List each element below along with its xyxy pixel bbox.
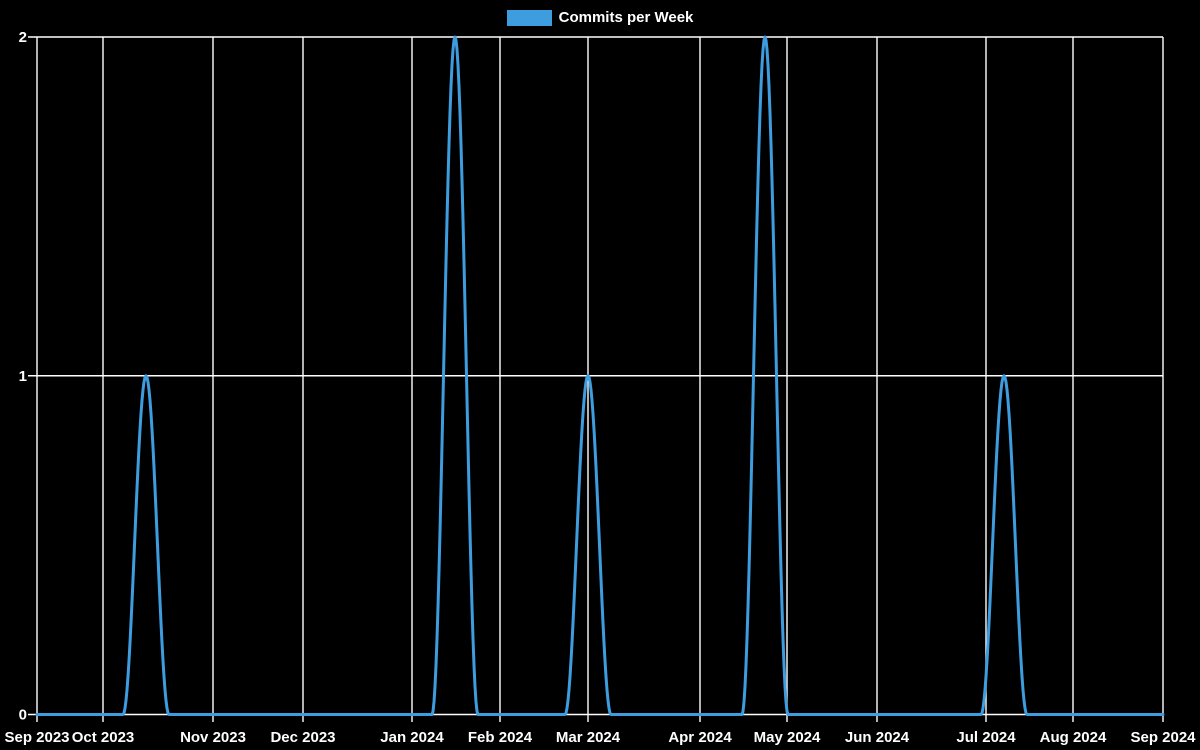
x-axis-tick-label: Oct 2023	[72, 729, 135, 746]
legend-label: Commits per Week	[558, 9, 694, 26]
x-axis-tick-label: Aug 2024	[1040, 729, 1107, 746]
commits-series-line	[35, 35, 1165, 716]
x-axis-tick-label: Sep 2024	[1130, 729, 1196, 746]
x-axis-tick-label: Apr 2024	[668, 729, 732, 746]
x-axis-tick-label: Jul 2024	[956, 729, 1016, 746]
legend: Commits per Week	[0, 9, 1200, 27]
x-axis-tick-label: Feb 2024	[468, 729, 533, 746]
x-axis-tick-label: Dec 2023	[270, 729, 335, 746]
x-axis-tick-label: Nov 2023	[180, 729, 246, 746]
legend-swatch	[506, 10, 552, 26]
x-axis-tick-label: Jan 2024	[380, 729, 444, 746]
y-axis-tick-label: 2	[19, 29, 27, 46]
y-axis-tick-label: 0	[19, 707, 27, 724]
x-axis-tick-label: Sep 2023	[4, 729, 69, 746]
x-axis-tick-label: May 2024	[754, 729, 821, 746]
x-axis-tick-label: Jun 2024	[845, 729, 910, 746]
y-axis-tick-label: 1	[19, 368, 27, 385]
x-axis-tick-label: Mar 2024	[556, 729, 621, 746]
